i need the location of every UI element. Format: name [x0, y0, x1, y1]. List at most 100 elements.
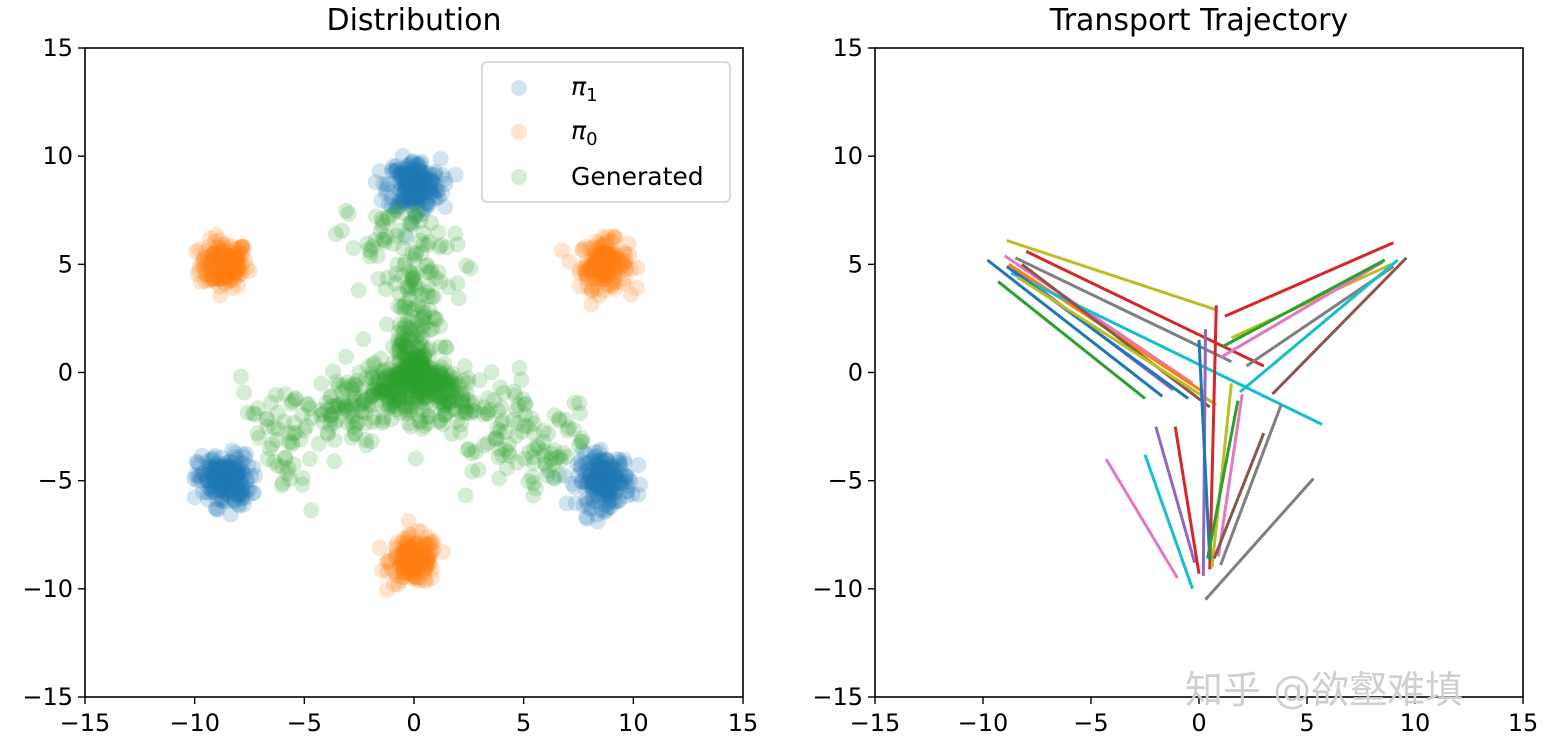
generated-point: [417, 315, 434, 331]
generated-point: [364, 388, 381, 405]
pi0-point: [212, 253, 229, 270]
generated-point: [422, 380, 439, 397]
generated-point: [479, 435, 496, 451]
generated-point: [425, 309, 442, 326]
generated-point: [443, 376, 460, 393]
pi1-point: [217, 477, 234, 493]
pi0-point: [228, 264, 245, 281]
pi0-point: [592, 244, 609, 261]
pi0-point: [197, 243, 214, 260]
generated-point: [389, 362, 406, 379]
generated-point: [398, 338, 415, 355]
pi1-point: [221, 476, 238, 492]
generated-point: [405, 362, 422, 379]
pi0-point: [607, 251, 624, 268]
pi0-point: [227, 259, 244, 276]
pi0-point: [214, 240, 231, 257]
pi1-point: [604, 480, 621, 497]
generated-point: [419, 277, 436, 294]
pi0-point: [585, 255, 602, 272]
pi1-point: [220, 476, 237, 492]
pi1-point: [405, 189, 422, 206]
pi0-point: [215, 236, 232, 253]
generated-point: [430, 264, 447, 281]
pi1-point: [207, 456, 224, 473]
generated-point: [401, 319, 418, 336]
pi1-point: [199, 472, 216, 489]
pi1-point: [392, 181, 409, 198]
generated-point: [551, 467, 568, 484]
y-tick-label: −15: [812, 683, 863, 711]
x-tick-label: −15: [60, 709, 111, 737]
pi1-point: [238, 489, 255, 506]
pi1-point: [597, 452, 614, 469]
pi1-point: [392, 168, 409, 185]
generated-point: [322, 407, 339, 424]
pi1-point: [237, 449, 254, 466]
pi0-point: [403, 551, 420, 568]
pi0-point: [595, 271, 612, 288]
pi1-point: [564, 475, 581, 492]
pi1-point: [213, 467, 230, 484]
pi1-point: [213, 480, 230, 497]
pi0-point: [230, 260, 247, 277]
generated-point: [407, 357, 424, 374]
pi1-point: [214, 492, 231, 509]
pi1-point: [599, 468, 616, 485]
pi1-point: [211, 473, 228, 490]
pi0-point: [203, 253, 219, 269]
generated-point: [382, 377, 399, 394]
pi1-point: [410, 164, 426, 181]
generated-point: [420, 415, 437, 432]
pi0-point: [201, 252, 218, 269]
generated-point: [402, 394, 419, 411]
generated-point: [387, 380, 404, 397]
generated-point: [402, 352, 419, 369]
pi1-point: [584, 478, 601, 495]
pi1-point: [227, 469, 244, 486]
pi0-point: [421, 546, 438, 563]
pi0-point: [224, 280, 241, 297]
pi0-point: [195, 253, 212, 270]
pi1-point: [589, 485, 605, 502]
pi1-point: [606, 469, 623, 486]
pi1-point: [406, 172, 423, 189]
pi1-point: [577, 475, 594, 492]
pi0-point: [417, 543, 434, 559]
generated-point: [303, 502, 320, 519]
generated-point: [440, 394, 457, 411]
generated-point: [415, 360, 432, 377]
pi0-point: [584, 251, 601, 268]
pi1-point: [221, 477, 238, 494]
pi1-point: [595, 453, 612, 470]
pi0-point: [386, 576, 402, 593]
generated-point: [396, 388, 413, 404]
pi1-point: [402, 165, 419, 182]
pi0-point: [406, 550, 423, 567]
generated-point: [440, 279, 457, 296]
pi1-point: [210, 476, 227, 493]
pi1-point: [407, 170, 424, 187]
generated-point: [283, 395, 300, 412]
generated-point: [399, 359, 415, 376]
generated-point: [266, 453, 283, 470]
trajectory-line: [1224, 241, 1395, 318]
pi0-point: [393, 572, 409, 589]
pi1-point: [570, 467, 587, 484]
pi1-point: [204, 459, 221, 476]
generated-point: [476, 437, 493, 454]
trajectory-line: [1016, 276, 1218, 407]
pi0-point: [588, 281, 605, 298]
generated-point: [404, 363, 421, 380]
pi0-point: [578, 270, 595, 287]
pi1-point: [426, 181, 443, 198]
pi0-point: [217, 251, 234, 268]
generated-point: [362, 389, 379, 406]
generated-point: [343, 429, 360, 446]
pi0-point: [378, 582, 395, 599]
generated-point: [411, 412, 428, 429]
generated-point: [434, 369, 450, 386]
pi0-point: [593, 239, 610, 256]
pi0-point: [593, 246, 610, 262]
pi1-point: [217, 455, 234, 472]
